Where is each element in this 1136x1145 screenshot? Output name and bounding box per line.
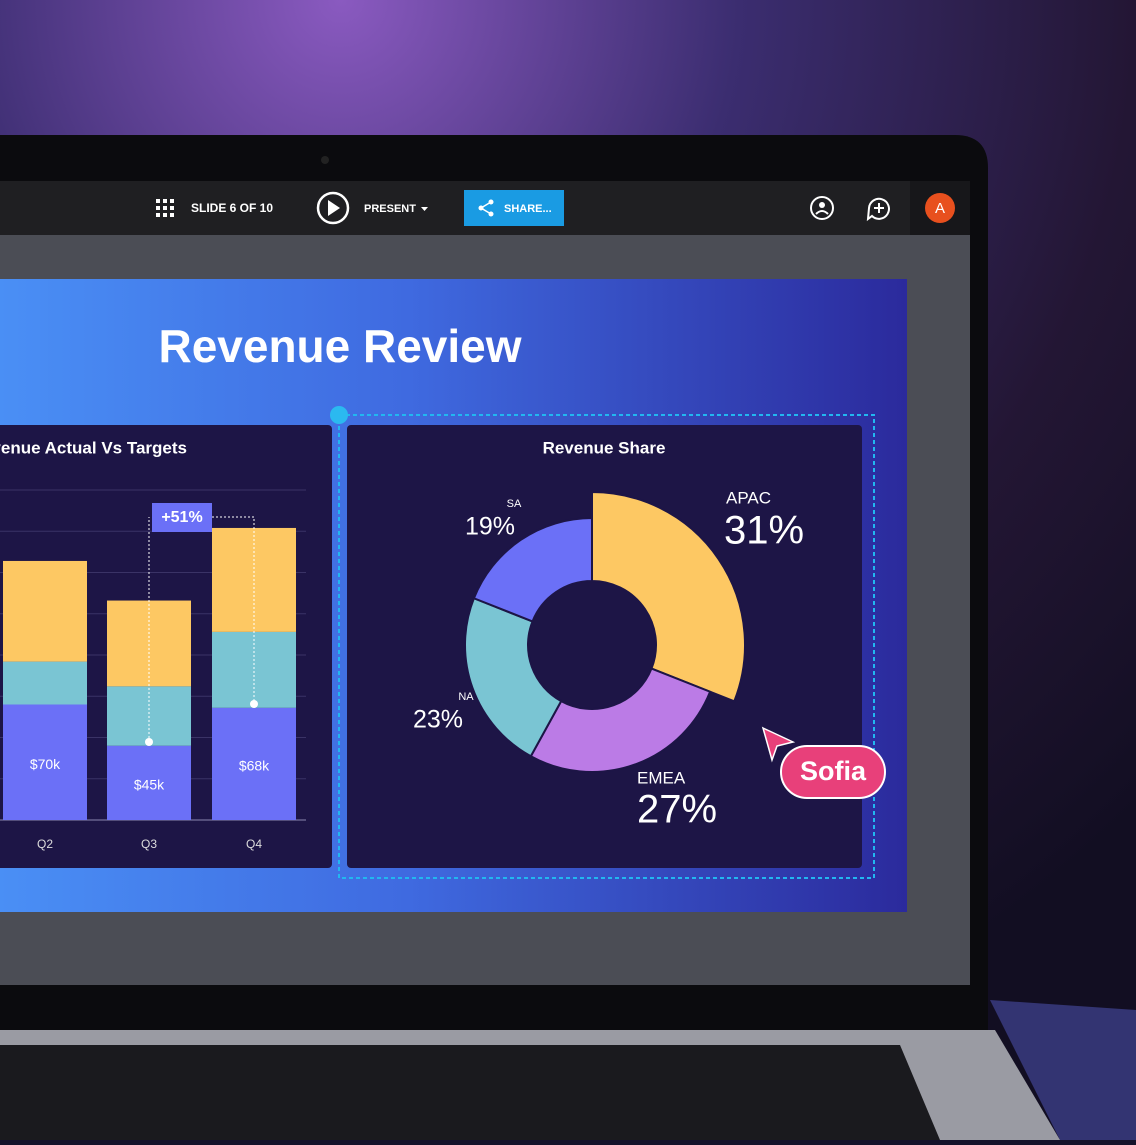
profile-icon[interactable] bbox=[810, 196, 834, 220]
donut-panel bbox=[347, 425, 862, 868]
slice-name: EMEA bbox=[637, 768, 686, 787]
x-tick-label: Q2 bbox=[37, 837, 53, 851]
annotation-dot bbox=[250, 700, 258, 708]
annotation: +51% bbox=[161, 509, 202, 526]
bar-segment bbox=[3, 661, 87, 705]
value-label: $68k bbox=[239, 758, 270, 774]
bar-segment bbox=[107, 745, 191, 820]
slice-value: 27% bbox=[637, 788, 717, 832]
share-button[interactable]: SHARE... bbox=[464, 190, 564, 226]
cursor-arrow bbox=[761, 726, 796, 763]
annotation-box bbox=[152, 503, 212, 532]
drag-handle[interactable] bbox=[330, 406, 348, 424]
keyboard bbox=[0, 1045, 940, 1140]
comment-icon[interactable] bbox=[866, 197, 890, 222]
bar-segment bbox=[212, 707, 296, 820]
camera bbox=[321, 156, 329, 164]
share-label: SHARE... bbox=[504, 203, 552, 215]
slice-value: 19% bbox=[465, 513, 515, 541]
grid-icon[interactable] bbox=[156, 199, 174, 217]
cursor-label-pill bbox=[780, 745, 886, 799]
donut-slice bbox=[464, 596, 563, 758]
slice-value: 23% bbox=[413, 706, 463, 734]
avatar-letter: A bbox=[935, 200, 945, 217]
selection-box[interactable] bbox=[338, 414, 875, 879]
x-tick-label: Q4 bbox=[246, 837, 262, 851]
donut-slice bbox=[591, 490, 746, 703]
slide-counter: SLIDE 6 OF 10 bbox=[191, 201, 273, 215]
bar-segment bbox=[3, 560, 87, 662]
chart-title: Revenue Actual Vs Targets bbox=[0, 438, 187, 457]
bar-segment bbox=[3, 704, 87, 820]
slice-name: NA bbox=[458, 691, 474, 703]
present-label: PRESENT bbox=[364, 203, 416, 215]
desk-light bbox=[990, 1000, 1136, 1140]
chart-title: Revenue Share bbox=[543, 438, 666, 457]
slide-title: Revenue Review bbox=[158, 320, 521, 372]
avatar[interactable]: A bbox=[925, 193, 955, 223]
slice-name: APAC bbox=[726, 488, 771, 507]
x-tick-label: Q3 bbox=[141, 837, 157, 851]
value-label: $45k bbox=[134, 777, 165, 793]
donut-slice bbox=[529, 667, 712, 773]
annotation-dot bbox=[145, 738, 153, 746]
slice-value: 31% bbox=[724, 509, 804, 553]
cursor-label: Sofia bbox=[800, 756, 867, 786]
slice-name: SA bbox=[507, 498, 522, 510]
donut-slice bbox=[472, 516, 593, 623]
toolbar bbox=[0, 181, 910, 235]
bar-chart: Revenue Actual Vs Targets Q2 $70k Q3 $45k Q4 $… bbox=[0, 438, 306, 851]
present-button[interactable]: PRESENT bbox=[316, 191, 428, 225]
annotation-connector bbox=[148, 516, 255, 742]
value-label: $70k bbox=[30, 756, 61, 772]
